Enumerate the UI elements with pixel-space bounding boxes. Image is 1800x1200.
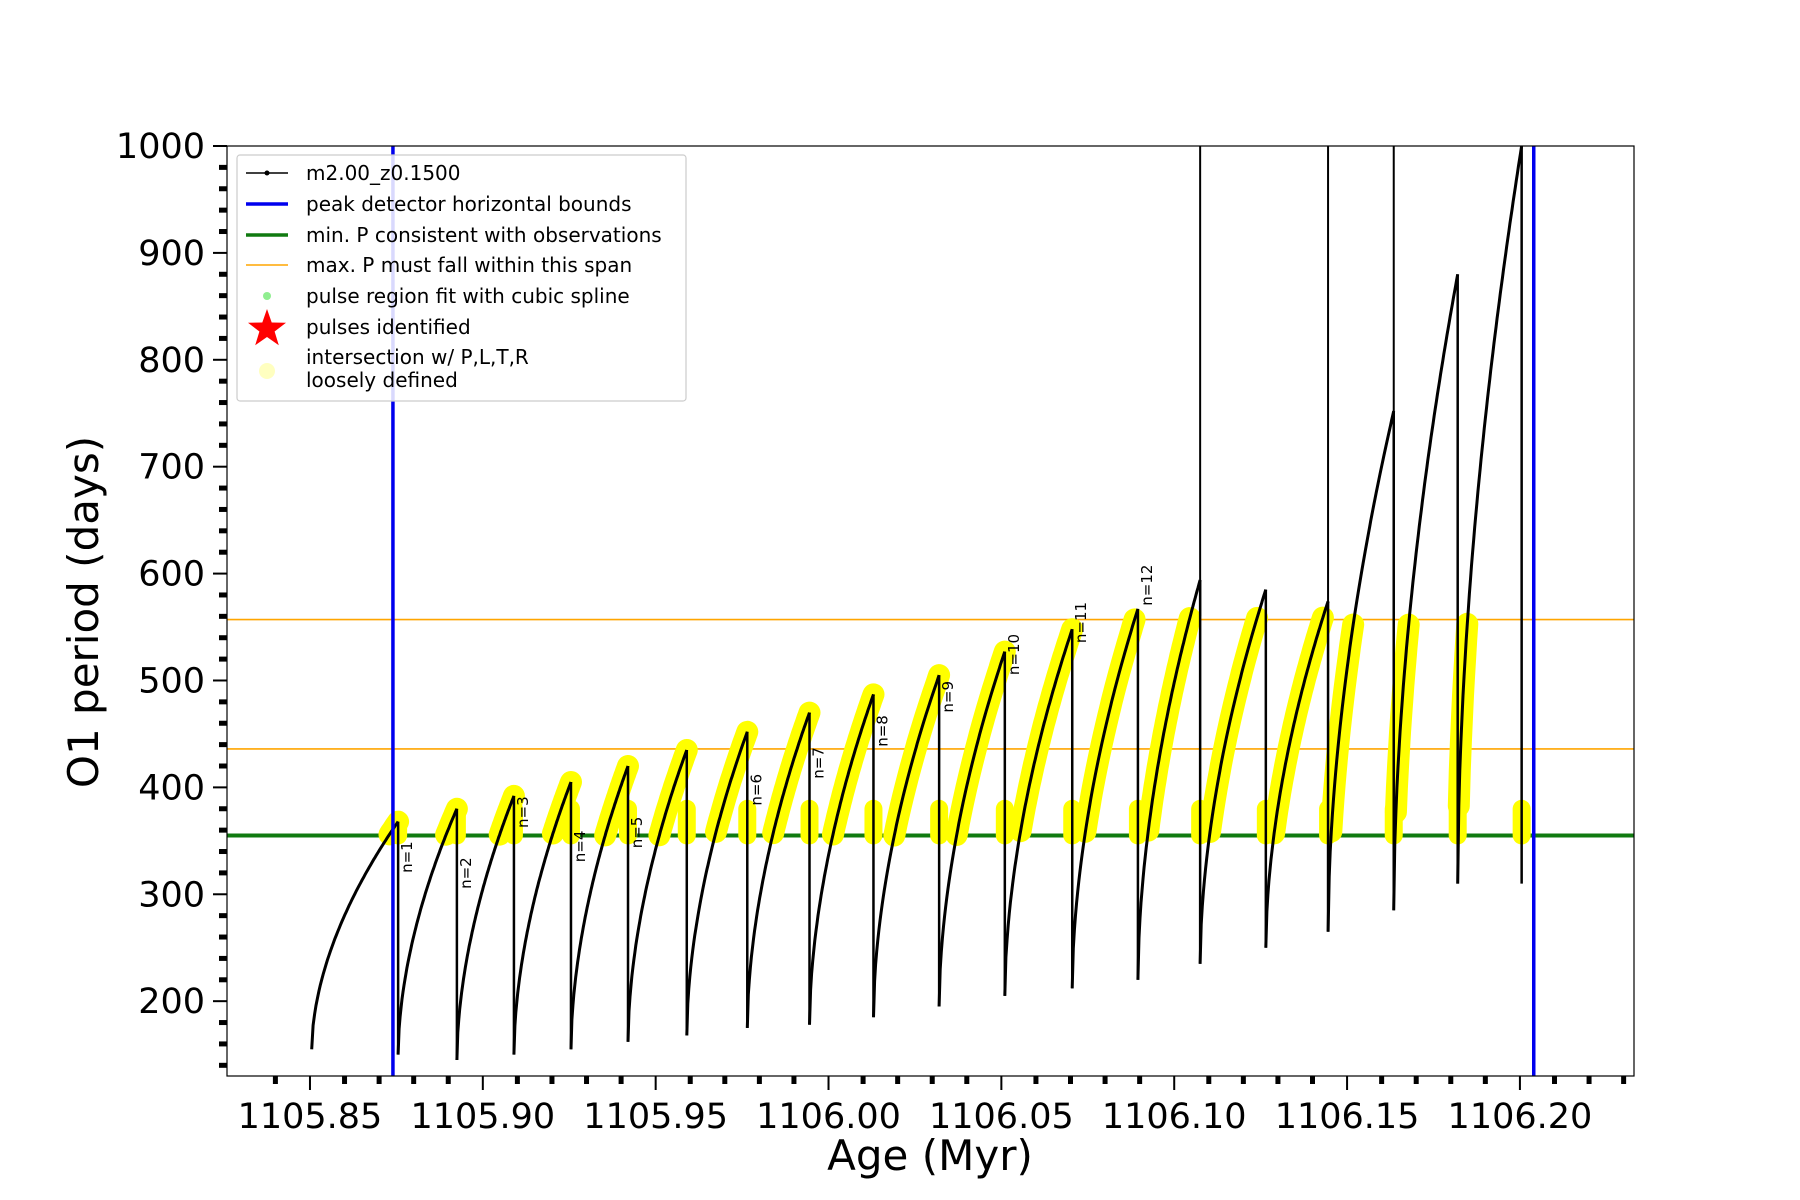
series-curve [512,781,573,1055]
legend-box [236,154,687,402]
legend-label: max. P must fall within this span [306,253,632,277]
legend-label: intersection w/ P,L,T,R [306,345,529,369]
series-curve [1136,579,1202,980]
x-tick-label: 1105.85 [238,1097,383,1137]
y-tick-label: 200 [138,982,205,1022]
pulse-label: n=1 [398,841,416,873]
legend-marker [259,363,275,379]
series-curve [1392,274,1460,911]
legend-marker [263,292,271,300]
series-curve [685,731,749,1036]
x-axis: 1105.85 1105.90 1105.95 1106.00 1106.05 1106.… [238,1076,1627,1137]
legend-label: peak detector horizontal bounds [306,192,632,216]
x-axis-title: Age (Myr) [827,1131,1033,1180]
pulse-label: n=10 [1005,634,1023,675]
series-curve [1456,146,1524,884]
pulse-label: n=5 [628,817,646,849]
legend-label: m2.00_z0.1500 [306,161,461,185]
series-curve [396,808,459,1055]
series-curve [310,820,400,1050]
x-tick-label: 1106.00 [756,1097,901,1137]
pulse-label: n=2 [457,857,475,889]
series-curve [1326,410,1396,932]
pulse-label: n=6 [747,774,765,806]
y-tick-label: 700 [138,448,205,488]
pulse-labels: n=1 n=2 n=3 n=4 n=5 n=6 n=7 n=8 n=9 n=10 n=11 n=12 [398,565,1156,889]
legend-entry: min. P consistent with observations [246,223,662,247]
series-curve [872,674,941,1018]
series-m2-z0-1500 [310,146,1524,1061]
y-tick-label: 800 [138,341,205,381]
series-curve [626,749,689,1042]
series-curve [1003,628,1074,996]
series-curve [1070,608,1140,989]
legend-marker [264,170,270,176]
series-curve [937,651,1007,1007]
series-curve [1198,589,1268,964]
y-tick-label: 1000 [116,127,205,167]
pulse-label: n=4 [571,831,589,863]
y-tick-label: 600 [138,555,205,595]
y-tick-label: 500 [138,661,205,701]
series-curve [569,765,630,1050]
legend-label: min. P consistent with observations [306,223,662,247]
pulse-label: n=8 [874,715,892,747]
plot-area: n=1 n=2 n=3 n=4 n=5 n=6 n=7 n=8 n=9 n=10 n=11 n=12 [226,145,1635,1077]
series-curve [745,712,811,1028]
y-tick-label: 300 [138,875,205,915]
x-tick-label: 1106.10 [1102,1097,1247,1137]
x-tick-label: 1106.15 [1275,1097,1420,1137]
x-tick-label: 1106.05 [929,1097,1074,1137]
series-curve [808,693,875,1025]
series-curve [1264,600,1330,948]
y-axis-title: O1 period (days) [59,436,108,788]
legend-label: loosely defined [306,368,458,392]
legend-entry: pulse region fit with cubic spline [263,284,630,308]
x-tick-label: 1105.90 [410,1097,555,1137]
x-tick-label: 1105.95 [583,1097,728,1137]
series-curve [455,795,516,1061]
y-tick-label: 400 [138,768,205,808]
legend-entry: peak detector horizontal bounds [246,192,632,216]
legend-label: pulses identified [306,315,471,339]
legend-entry: m2.00_z0.1500 [246,161,461,185]
x-tick-label: 1106.20 [1448,1097,1593,1137]
pulse-label: n=3 [514,796,532,828]
legend-label: pulse region fit with cubic spline [306,284,630,308]
legend-entry: pulses identified [248,309,471,346]
pulse-label: n=7 [810,747,828,779]
pulse-label: n=9 [939,681,957,713]
pulse-label: n=12 [1138,565,1156,606]
legend-marker [248,309,286,346]
y-axis: 200 300 400 500 600 700 800 900 1000 [116,127,227,1068]
pulse-label: n=11 [1072,602,1090,643]
y-tick-label: 900 [138,234,205,274]
legend-entry: max. P must fall within this span [246,253,632,277]
